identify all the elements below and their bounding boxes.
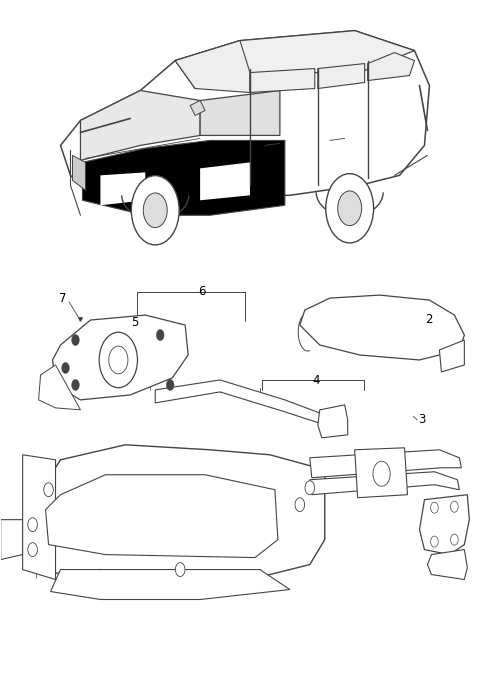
Polygon shape — [175, 41, 250, 92]
Text: 7: 7 — [59, 292, 67, 305]
Polygon shape — [439, 340, 464, 372]
Text: 6: 6 — [198, 285, 205, 298]
Polygon shape — [368, 53, 415, 81]
Circle shape — [295, 498, 305, 511]
Text: 2: 2 — [425, 313, 433, 325]
Circle shape — [132, 176, 179, 245]
Circle shape — [451, 501, 458, 512]
Polygon shape — [38, 365, 81, 410]
Polygon shape — [50, 570, 290, 600]
Text: 1: 1 — [71, 517, 79, 530]
Text: 5: 5 — [131, 316, 138, 329]
Circle shape — [156, 330, 164, 341]
Polygon shape — [100, 172, 145, 205]
Circle shape — [72, 380, 79, 391]
Text: 3: 3 — [418, 413, 426, 426]
Circle shape — [451, 534, 458, 545]
Circle shape — [326, 174, 373, 243]
Polygon shape — [310, 450, 461, 477]
Circle shape — [431, 536, 438, 547]
Polygon shape — [46, 475, 278, 557]
Polygon shape — [83, 140, 285, 215]
Polygon shape — [420, 495, 469, 555]
Polygon shape — [190, 101, 205, 115]
Polygon shape — [155, 380, 325, 425]
Circle shape — [28, 543, 37, 557]
Polygon shape — [52, 315, 188, 400]
Polygon shape — [200, 162, 250, 201]
Polygon shape — [81, 90, 200, 160]
Polygon shape — [250, 69, 315, 92]
Polygon shape — [60, 31, 430, 195]
Polygon shape — [310, 472, 459, 495]
Circle shape — [28, 518, 37, 532]
Polygon shape — [428, 550, 468, 579]
Polygon shape — [318, 64, 365, 89]
Polygon shape — [355, 448, 408, 498]
Text: 4: 4 — [313, 374, 320, 387]
Circle shape — [44, 483, 53, 497]
Polygon shape — [23, 455, 56, 579]
Circle shape — [167, 380, 174, 391]
Polygon shape — [23, 445, 325, 584]
Circle shape — [431, 502, 438, 514]
Circle shape — [305, 481, 314, 495]
Circle shape — [61, 362, 69, 373]
Polygon shape — [0, 520, 23, 559]
Polygon shape — [200, 90, 280, 135]
Circle shape — [72, 335, 79, 346]
Polygon shape — [72, 155, 85, 190]
Circle shape — [175, 563, 185, 577]
Polygon shape — [175, 31, 415, 89]
Polygon shape — [318, 405, 348, 438]
Circle shape — [144, 193, 167, 228]
Polygon shape — [300, 295, 464, 360]
Circle shape — [338, 191, 361, 226]
